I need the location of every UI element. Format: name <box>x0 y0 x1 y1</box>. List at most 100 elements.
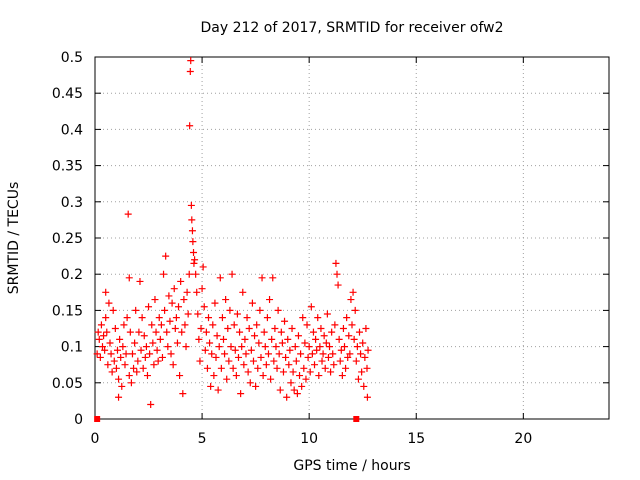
data-point <box>311 361 319 369</box>
data-point <box>149 339 157 347</box>
data-point <box>268 335 276 343</box>
data-point <box>312 335 320 343</box>
data-point <box>255 339 263 347</box>
data-point <box>150 361 158 369</box>
data-points <box>93 57 372 422</box>
data-point <box>153 346 161 354</box>
data-point <box>355 328 363 336</box>
data-point <box>127 379 135 387</box>
data-point <box>221 350 229 358</box>
data-point <box>358 368 366 376</box>
data-point <box>118 382 126 390</box>
data-point <box>172 314 180 322</box>
data-point <box>360 382 368 390</box>
data-point <box>220 335 227 343</box>
data-point <box>109 306 117 314</box>
data-point <box>184 310 192 318</box>
data-point <box>125 372 133 380</box>
data-point <box>203 364 211 372</box>
data-point <box>252 382 260 390</box>
data-point <box>289 368 297 376</box>
data-point <box>206 339 214 347</box>
data-point <box>110 357 118 365</box>
data-point <box>313 346 321 354</box>
data-point <box>272 343 280 351</box>
data-point <box>363 393 371 401</box>
y-axis-ticks: 0 0.05 0.1 0.15 0.2 0.25 0.3 0.35 0.4 0.45 0.5 <box>52 50 609 428</box>
data-point <box>264 350 272 358</box>
data-point <box>317 325 325 332</box>
data-point <box>98 343 106 351</box>
data-point <box>354 375 362 383</box>
data-point <box>192 270 200 278</box>
data-point <box>138 314 146 322</box>
data-point <box>173 339 181 347</box>
data-point <box>337 346 345 354</box>
data-point <box>152 328 160 336</box>
y-tick-label: 0.25 <box>52 231 83 247</box>
data-point <box>283 393 291 401</box>
data-point <box>207 382 215 390</box>
data-point <box>291 343 299 351</box>
data-point <box>202 328 210 336</box>
data-point <box>115 393 123 401</box>
data-point <box>315 372 323 380</box>
data-point <box>116 335 124 343</box>
data-point <box>284 335 292 343</box>
data-point <box>156 335 164 343</box>
data-point <box>223 375 231 383</box>
data-point <box>123 314 131 322</box>
data-point <box>326 343 334 351</box>
data-point <box>194 310 202 318</box>
data-point <box>307 303 315 311</box>
data-point <box>269 274 277 282</box>
data-point <box>218 314 226 322</box>
data-point <box>190 259 198 267</box>
data-point <box>281 317 289 325</box>
data-point <box>287 379 295 387</box>
data-point <box>140 332 148 340</box>
data-point <box>212 353 220 361</box>
data-point <box>164 343 172 351</box>
y-tick-label: 0.5 <box>61 50 83 66</box>
data-point <box>324 353 332 361</box>
data-point <box>362 325 370 332</box>
data-point <box>106 339 114 347</box>
data-point <box>359 339 367 347</box>
data-point-zero <box>353 416 360 422</box>
data-point <box>103 328 111 336</box>
data-point <box>277 328 285 336</box>
data-point <box>271 325 279 332</box>
data-point <box>101 346 109 354</box>
data-point <box>306 368 314 376</box>
data-point <box>278 339 286 347</box>
data-point <box>363 364 371 372</box>
data-point <box>230 321 238 329</box>
data-point <box>266 296 274 304</box>
data-point <box>188 216 196 224</box>
data-point <box>251 332 259 340</box>
data-point <box>296 372 304 380</box>
data-point <box>329 350 337 358</box>
data-point <box>97 321 105 329</box>
y-tick-label: 0.45 <box>52 86 83 102</box>
data-point <box>113 346 121 354</box>
data-point <box>263 314 271 322</box>
data-point <box>100 332 108 340</box>
data-point <box>256 306 264 314</box>
data-point <box>282 353 290 361</box>
data-point <box>308 350 316 358</box>
data-point <box>167 350 175 358</box>
data-point <box>323 310 331 318</box>
data-point <box>353 343 361 351</box>
x-axis-label: GPS time / hours <box>293 458 410 474</box>
y-tick-label: 0.2 <box>61 267 83 283</box>
data-point <box>122 350 130 358</box>
data-point <box>190 248 198 256</box>
data-point <box>225 357 233 365</box>
data-point <box>327 368 335 376</box>
x-tick-label: 10 <box>300 431 318 447</box>
data-point <box>199 263 207 271</box>
data-point <box>210 372 218 380</box>
data-point <box>294 332 302 340</box>
